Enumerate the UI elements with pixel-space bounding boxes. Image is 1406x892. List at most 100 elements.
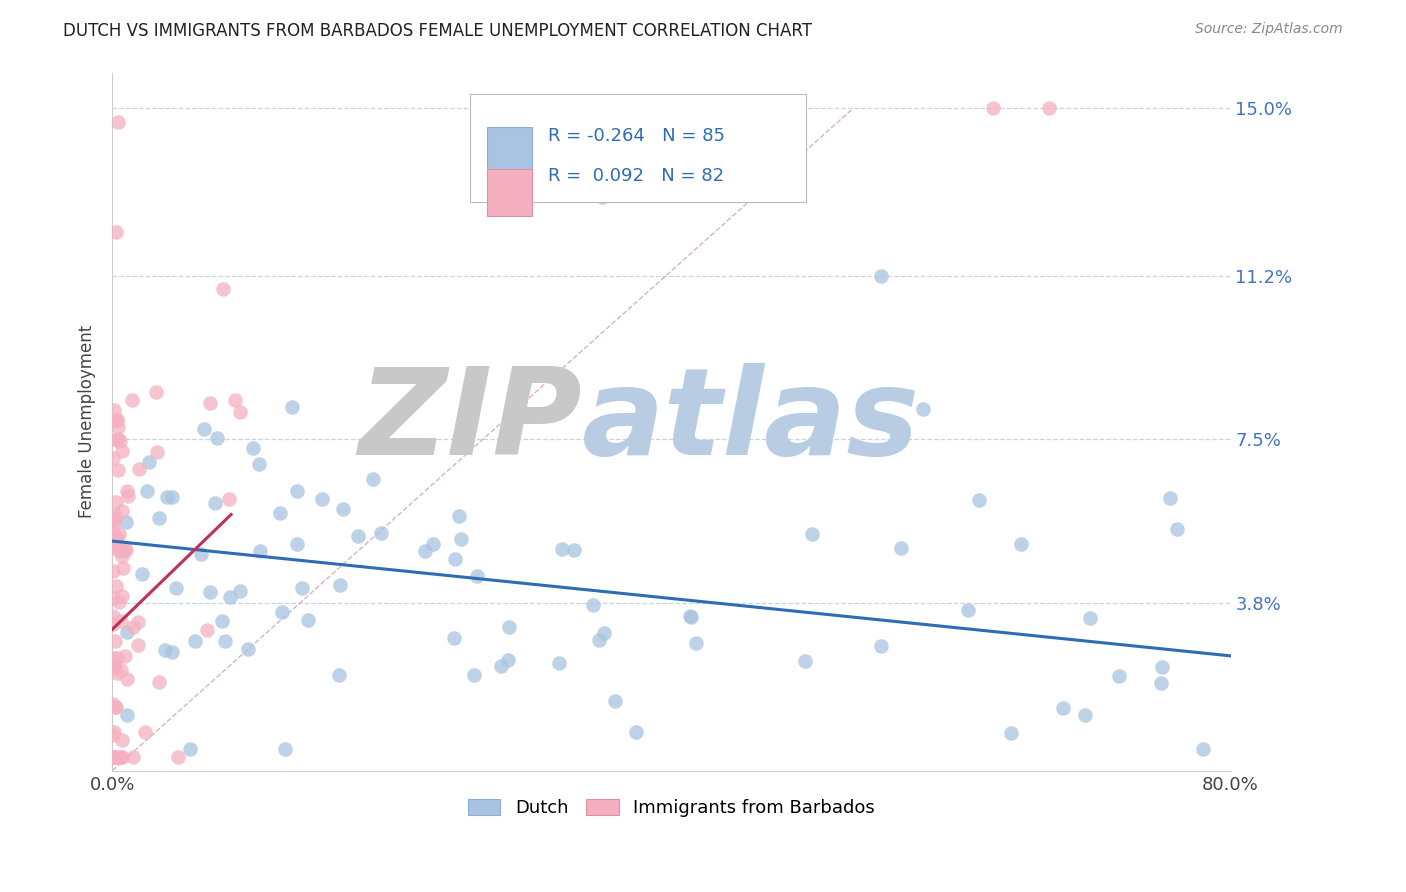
Point [1000,726,1022,740]
Point [190,547,212,561]
Point [981,101,1004,115]
Point [111,560,134,574]
Point [115,484,138,499]
Point [103,750,125,764]
Point [422,537,444,551]
Point [104,530,127,544]
Point [347,529,370,543]
Point [249,544,271,558]
Point [101,697,124,711]
Point [153,642,176,657]
Point [111,732,134,747]
Point [870,269,893,284]
Point [247,458,270,472]
Point [160,645,183,659]
Point [800,527,823,541]
Point [110,614,132,628]
Point [311,492,333,507]
Point [912,401,935,416]
Point [134,725,156,739]
Text: R =  0.092   N = 82: R = 0.092 N = 82 [548,167,724,186]
Point [104,508,127,523]
Point [105,531,128,545]
Point [443,631,465,645]
Point [107,432,129,446]
Point [229,584,252,599]
Point [138,455,160,469]
Point [444,552,467,566]
Point [105,699,128,714]
Point [107,114,129,128]
Point [107,543,129,558]
Point [184,634,207,648]
Point [603,694,626,708]
Point [547,656,569,670]
Point [236,641,259,656]
Point [101,609,124,624]
Point [165,582,187,596]
Point [496,652,519,666]
Point [114,541,136,556]
Point [463,668,485,682]
Point [229,404,252,418]
Point [193,422,215,436]
Point [105,579,128,593]
Point [211,614,233,628]
FancyBboxPatch shape [470,94,806,202]
Point [370,525,392,540]
Point [101,750,124,764]
Point [115,625,138,640]
Point [465,568,488,582]
Point [104,494,127,508]
Point [107,420,129,434]
Point [110,663,132,677]
Point [101,617,124,632]
Point [103,402,125,417]
Point [111,544,134,558]
Point [111,589,134,603]
Point [285,484,308,499]
Point [1052,701,1074,715]
Point [218,491,240,506]
Point [269,507,291,521]
Point [214,633,236,648]
Point [679,609,702,624]
Point [104,750,127,764]
Point [146,445,169,459]
Point [588,632,610,647]
Point [679,610,702,624]
Text: DUTCH VS IMMIGRANTS FROM BARBADOS FEMALE UNEMPLOYMENT CORRELATION CHART: DUTCH VS IMMIGRANTS FROM BARBADOS FEMALE… [63,22,813,40]
Point [967,493,990,508]
Point [156,490,179,504]
Point [103,564,125,578]
Point [103,750,125,764]
Point [103,651,125,665]
Point [108,595,131,609]
Point [111,750,134,764]
Point [148,674,170,689]
Point [198,584,221,599]
Point [297,613,319,627]
Point [212,282,235,296]
FancyBboxPatch shape [486,127,531,174]
Point [204,496,226,510]
Point [329,578,352,592]
Point [128,638,150,652]
Point [110,750,132,764]
Point [105,412,128,426]
Point [110,750,132,764]
Point [242,441,264,455]
Point [1074,708,1097,723]
Point [101,511,124,525]
Y-axis label: Female Unemployment: Female Unemployment [79,326,96,518]
Point [117,489,139,503]
Point [115,708,138,723]
Point [1078,611,1101,625]
Point [104,661,127,675]
Point [145,385,167,400]
Point [179,741,201,756]
Point [104,700,127,714]
Point [104,634,127,648]
Point [101,519,124,533]
Point [122,619,145,633]
